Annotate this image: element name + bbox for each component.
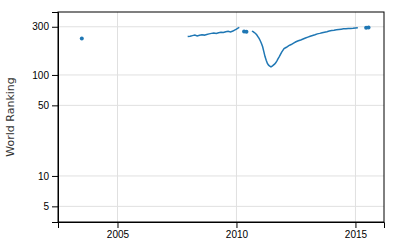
grid-line-y [58,175,384,176]
y-tick-label: 5 [43,201,49,212]
x-tick: 2015 [345,222,368,240]
y-tick: 300 [32,21,58,32]
plot-frame [58,12,384,222]
grid-line-x [355,12,356,222]
y-tick-label: 100 [32,70,49,81]
y-tick-mark [52,75,58,76]
x-tick-mark [117,222,118,228]
marks [80,25,371,66]
y-tick: 50 [38,100,58,111]
point [80,36,84,40]
x-tick-label: 2015 [345,229,368,240]
y-tick: 10 [38,171,58,182]
x-tick-mark [236,222,237,228]
x-tick: 2010 [226,222,249,240]
y-tick-label: 50 [38,100,50,111]
y-tick-mark [52,105,58,106]
y-tick-mark [52,206,58,207]
y-tick-label: 10 [38,171,50,182]
x-tick: 2005 [107,222,130,240]
grid-line-y [58,105,384,106]
x-tick-label: 2010 [226,229,249,240]
plot-area: 2005 2010 2015 5 10 50 100 300 [32,12,384,240]
grid-line-x [236,12,237,222]
x-axis: 2005 2010 2015 [59,222,385,240]
y-tick-mark [52,27,58,28]
grid [58,12,384,222]
grid-line-y [58,74,384,75]
x-axis-line [59,223,385,229]
y-tick: 100 [32,70,58,81]
x-tick-mark [355,222,356,228]
x-tick-label: 2005 [107,229,130,240]
y-tick-label: 300 [32,21,49,32]
y-axis: 5 10 50 100 300 [32,13,58,223]
y-tick: 5 [43,201,58,212]
line [252,28,358,67]
y-tick-mark [52,176,58,177]
grid-line-y [58,206,384,207]
point [244,30,248,34]
point [367,25,371,29]
grid-line-y [58,26,384,27]
line [188,27,240,36]
grid-line-x [117,12,118,222]
y-axis-title: World Ranking [4,77,17,157]
chart: 2005 2010 2015 5 10 50 100 300 World Ranking [0,0,400,250]
